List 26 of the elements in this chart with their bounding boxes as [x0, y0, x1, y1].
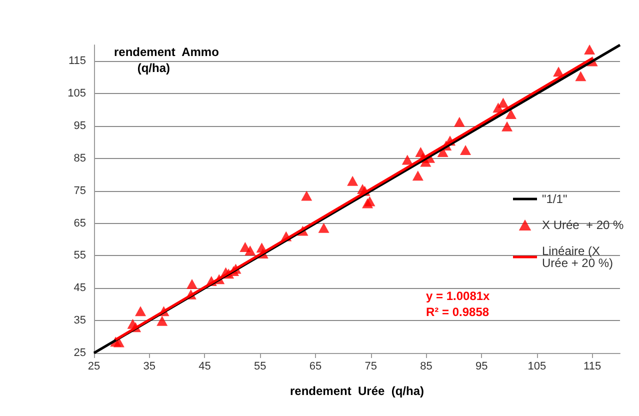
annotation: R² = 0.9858: [426, 305, 490, 319]
x-axis-title: rendement Urée (q/ha): [290, 384, 424, 398]
y-tick-label: 65: [74, 217, 86, 230]
x-tick-label: 25: [88, 360, 100, 372]
y-tick-label: 55: [74, 250, 86, 262]
x-tick-label: 85: [420, 360, 432, 372]
y-tick-label: 45: [74, 282, 86, 294]
legend-label: Linéaire (X Urée + 20 %): [542, 244, 614, 270]
x-tick-label: 75: [364, 360, 377, 372]
y-axis-title: rendement Ammo (q/ha): [114, 45, 219, 75]
y-tick-label: 95: [74, 120, 86, 132]
x-tick-label: 105: [528, 360, 546, 372]
x-tick-label: 45: [198, 360, 211, 372]
x-tick-label: 115: [584, 360, 602, 372]
legend-label: "1/1": [542, 192, 568, 206]
y-tick-label: 25: [74, 347, 86, 359]
y-tick-label: 85: [74, 152, 86, 164]
y-tick-label: 105: [68, 88, 86, 100]
x-tick-label: 95: [475, 360, 488, 372]
y-tick-label: 75: [74, 184, 86, 197]
x-tick-label: 35: [143, 360, 156, 372]
x-tick-label: 55: [254, 360, 266, 372]
y-tick-label: 115: [68, 55, 86, 68]
annotation: y = 1.0081x: [426, 289, 490, 303]
x-tick-label: 65: [309, 360, 322, 372]
y-tick-label: 35: [74, 314, 86, 327]
